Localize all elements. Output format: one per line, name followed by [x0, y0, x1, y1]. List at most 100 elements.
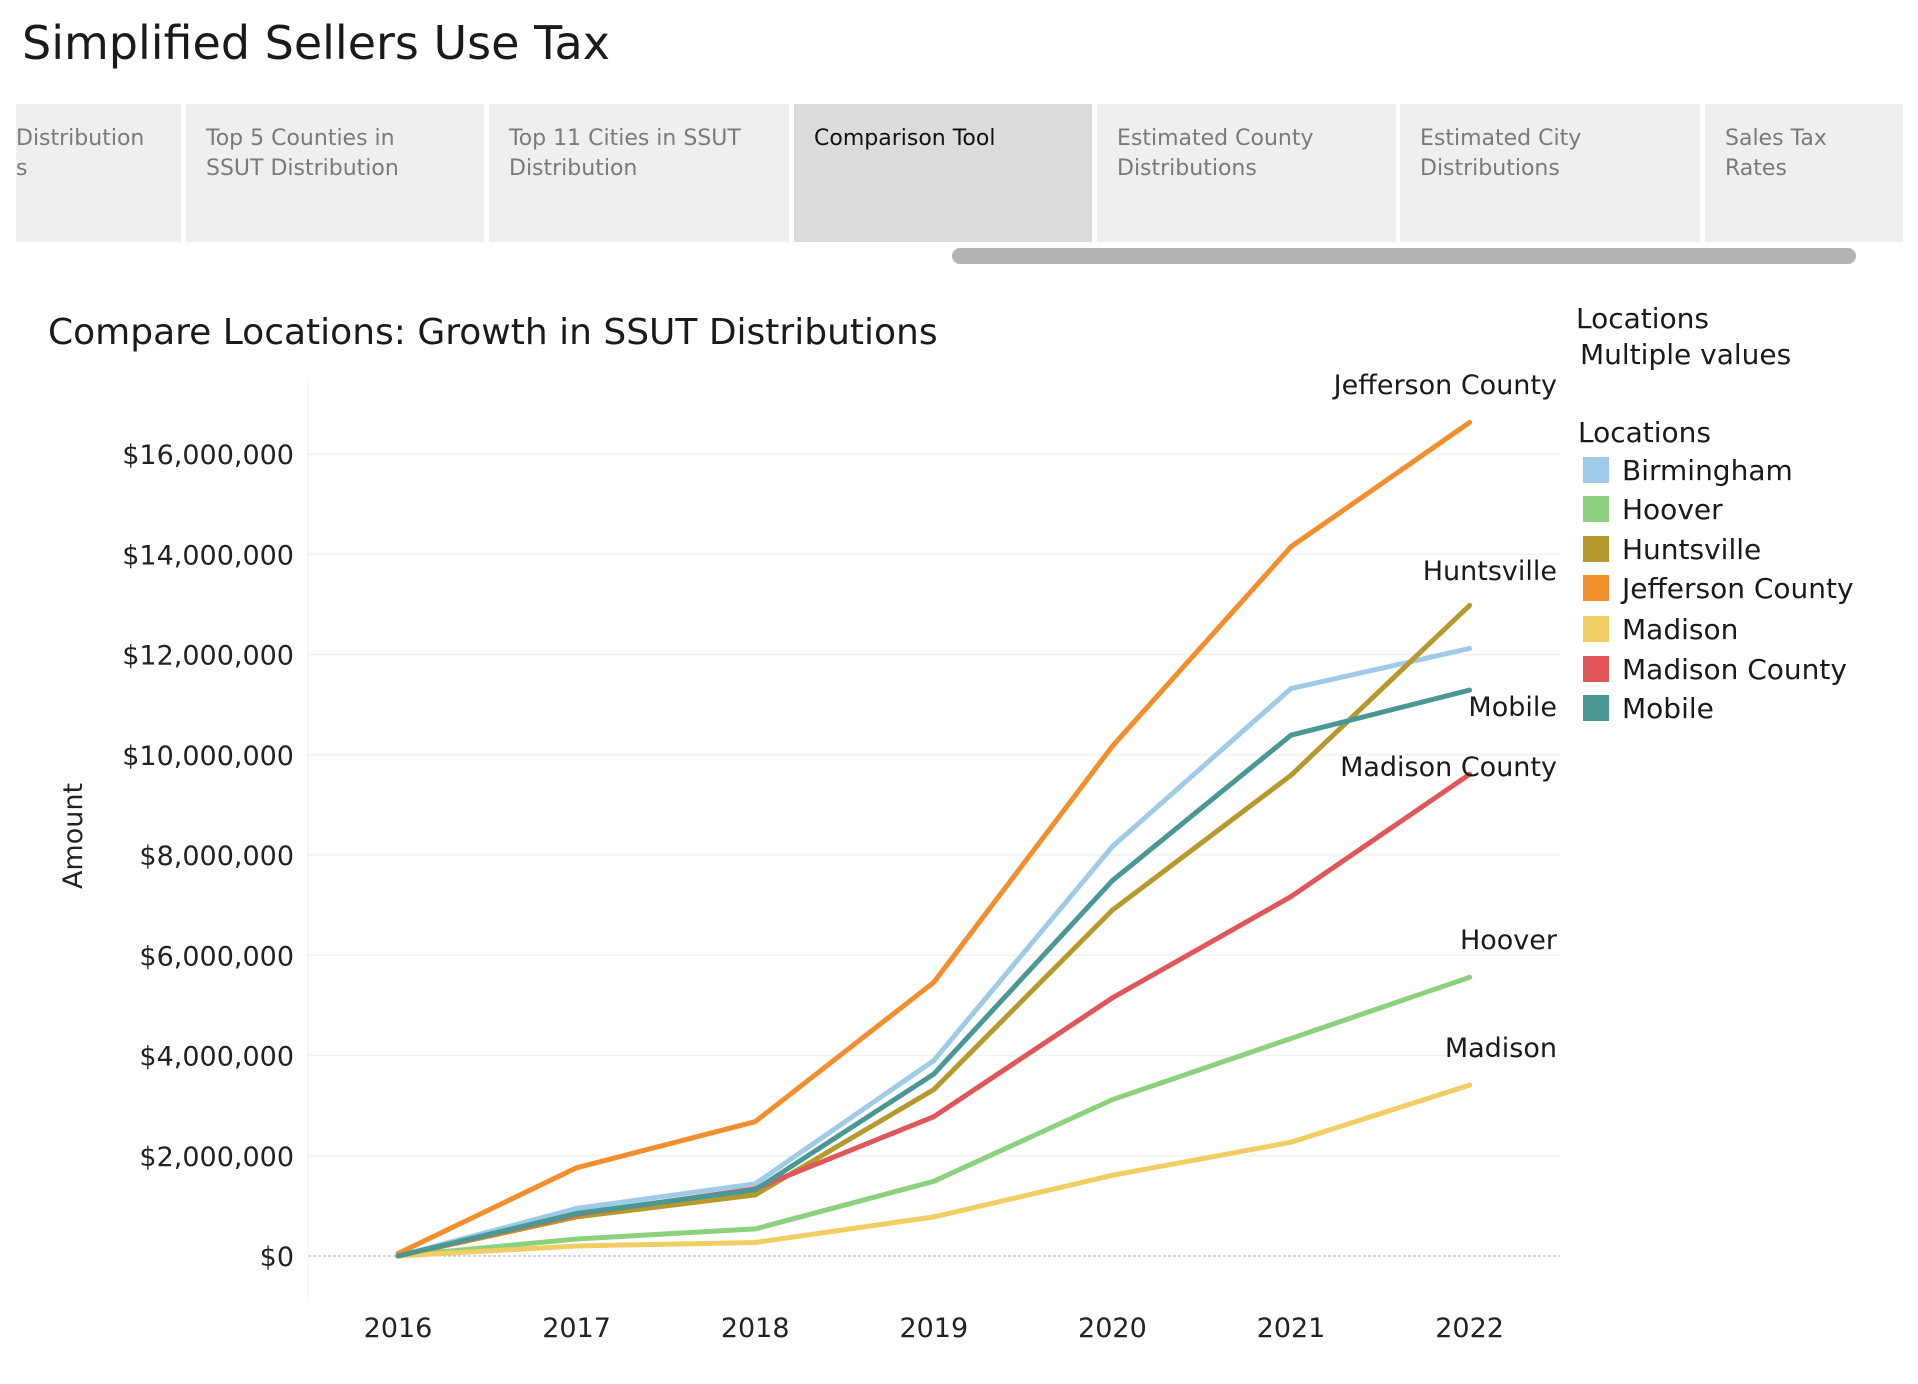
- data-point[interactable]: [931, 1071, 937, 1077]
- data-point[interactable]: [574, 1205, 580, 1211]
- legend-swatch: [1583, 656, 1609, 682]
- tab-sales-tax-rates[interactable]: Sales Tax Rates: [1705, 104, 1903, 242]
- series-line-mobile[interactable]: [397, 687, 1471, 1259]
- data-point[interactable]: [574, 1243, 580, 1249]
- data-point[interactable]: [752, 1181, 758, 1187]
- end-label: Jefferson County: [1332, 370, 1557, 401]
- data-point[interactable]: [1288, 772, 1294, 778]
- data-point[interactable]: [1288, 1139, 1294, 1145]
- data-point[interactable]: [574, 1165, 580, 1171]
- data-point[interactable]: [1288, 894, 1294, 900]
- tab-top-5-counties[interactable]: Top 5 Counties in SSUT Distribution: [186, 104, 484, 242]
- legend-item[interactable]: Mobile: [1583, 691, 1714, 725]
- legend-label: Jefferson County: [1622, 571, 1854, 605]
- legend-label: Madison County: [1622, 652, 1847, 686]
- legend-title: Locations: [1578, 416, 1712, 449]
- page-title: Simplified Sellers Use Tax: [22, 16, 610, 70]
- tab-distributions[interactable]: Distribution s: [16, 104, 181, 242]
- legend-swatch: [1583, 496, 1609, 522]
- data-point[interactable]: [1288, 1035, 1294, 1041]
- legend-swatch: [1583, 575, 1609, 601]
- legend-item[interactable]: Birmingham: [1583, 453, 1793, 487]
- y-tick-label: $0: [260, 1242, 294, 1273]
- filter-label: Locations: [1576, 302, 1710, 335]
- tab-comparison-tool[interactable]: Comparison Tool: [794, 104, 1092, 242]
- y-tick-label: $6,000,000: [139, 941, 294, 972]
- legend-item[interactable]: Hoover: [1583, 492, 1723, 526]
- data-point[interactable]: [1109, 1172, 1115, 1178]
- data-point[interactable]: [931, 1178, 937, 1184]
- legend-item[interactable]: Huntsville: [1583, 532, 1762, 566]
- data-point[interactable]: [1288, 732, 1294, 738]
- x-tick-label: 2020: [1078, 1313, 1147, 1344]
- data-point[interactable]: [1109, 878, 1115, 884]
- data-point[interactable]: [931, 1214, 937, 1220]
- legend-item[interactable]: Jefferson County: [1583, 571, 1854, 605]
- data-point[interactable]: [1109, 1097, 1115, 1103]
- tab-bar: Distribution s Top 5 Counties in SSUT Di…: [16, 104, 1903, 242]
- x-tick-label: 2019: [899, 1313, 968, 1344]
- data-point[interactable]: [931, 1058, 937, 1064]
- legend-label: Hoover: [1622, 492, 1723, 526]
- y-tick-label: $16,000,000: [122, 440, 294, 471]
- data-point[interactable]: [752, 1239, 758, 1245]
- data-point[interactable]: [1109, 743, 1115, 749]
- data-point[interactable]: [752, 1192, 758, 1198]
- data-point[interactable]: [1467, 974, 1473, 980]
- data-point[interactable]: [1467, 419, 1473, 425]
- tab-scrollbar[interactable]: [952, 248, 1856, 264]
- x-tick-label: 2018: [721, 1313, 790, 1344]
- tab-estimated-city-distributions[interactable]: Estimated City Distributions: [1400, 104, 1700, 242]
- legend-swatch: [1583, 536, 1609, 562]
- tab-label: Top 5 Counties in SSUT Distribution: [206, 126, 399, 181]
- legend-label: Madison: [1622, 612, 1739, 646]
- data-point[interactable]: [752, 1119, 758, 1125]
- legend-swatch: [1583, 695, 1609, 721]
- data-point[interactable]: [1467, 687, 1473, 693]
- y-tick-label: $4,000,000: [139, 1042, 294, 1073]
- data-point[interactable]: [395, 1253, 401, 1259]
- data-point[interactable]: [574, 1236, 580, 1242]
- data-point[interactable]: [1467, 602, 1473, 608]
- data-point[interactable]: [1288, 686, 1294, 692]
- series-line-jefferson-county[interactable]: [396, 420, 1472, 1256]
- data-point[interactable]: [1109, 907, 1115, 913]
- data-point[interactable]: [931, 1114, 937, 1120]
- filter-dropdown[interactable]: Multiple values: [1580, 338, 1792, 371]
- end-label: Huntsville: [1423, 556, 1557, 587]
- series-line-birmingham[interactable]: [397, 646, 1471, 1259]
- tab-label: Top 11 Cities in SSUT Distribution: [509, 126, 741, 181]
- legend-item[interactable]: Madison County: [1583, 652, 1847, 686]
- y-tick-label: $14,000,000: [122, 540, 294, 571]
- data-point[interactable]: [574, 1210, 580, 1216]
- x-tick-label: 2021: [1257, 1313, 1326, 1344]
- data-point[interactable]: [931, 1087, 937, 1093]
- y-tick-label: $10,000,000: [122, 741, 294, 772]
- data-point[interactable]: [1288, 544, 1294, 550]
- tab-top-11-cities[interactable]: Top 11 Cities in SSUT Distribution: [489, 104, 789, 242]
- y-tick-label: $2,000,000: [139, 1142, 294, 1173]
- data-point[interactable]: [931, 979, 937, 985]
- tab-label: Comparison Tool: [814, 126, 996, 151]
- series-line-huntsville[interactable]: [397, 603, 1472, 1259]
- end-label: Madison County: [1340, 752, 1557, 783]
- data-point[interactable]: [1467, 645, 1473, 651]
- data-point[interactable]: [1467, 1082, 1473, 1088]
- tab-label: Estimated County Distributions: [1117, 126, 1314, 181]
- legend-label: Mobile: [1622, 691, 1714, 725]
- data-point[interactable]: [752, 1187, 758, 1193]
- legend-item[interactable]: Madison: [1583, 612, 1739, 646]
- x-tick-label: 2017: [542, 1313, 611, 1344]
- x-tick-label: 2022: [1435, 1313, 1504, 1344]
- legend-label: Huntsville: [1622, 532, 1762, 566]
- series-line-madison[interactable]: [397, 1082, 1471, 1259]
- data-point[interactable]: [1109, 843, 1115, 849]
- tab-label: Distribution s: [16, 126, 145, 181]
- tab-estimated-county-distributions[interactable]: Estimated County Distributions: [1097, 104, 1396, 242]
- data-point[interactable]: [1109, 995, 1115, 1001]
- end-label: Hoover: [1460, 925, 1558, 956]
- data-point[interactable]: [752, 1226, 758, 1232]
- legend-label: Birmingham: [1622, 453, 1793, 487]
- data-point[interactable]: [1467, 771, 1473, 777]
